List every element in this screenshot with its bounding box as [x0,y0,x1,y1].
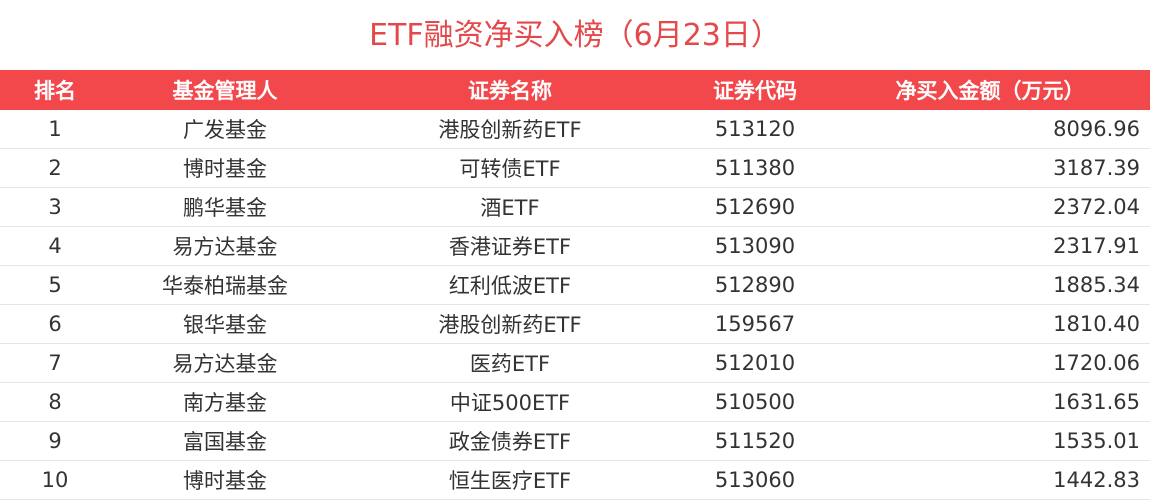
table-cell: 中证500ETF [340,382,680,422]
table-cell: 南方基金 [110,382,340,422]
table-cell: 512690 [680,187,830,227]
table-cell: 广发基金 [110,110,340,149]
table-cell: 512890 [680,265,830,305]
table-cell: 1 [0,110,110,149]
table-cell: 3187.39 [830,148,1150,188]
table-row: 2 博时基金 可转债ETF 511380 3187.39 [0,148,1150,188]
table-cell: 博时基金 [110,148,340,188]
table-cell: 红利低波ETF [340,265,680,305]
table-cell: 510500 [680,382,830,422]
table: 排名 基金管理人 证券名称 证券代码 净买入金额（万元） 1 广发基金 港股创新药ETF 51… [0,70,1150,500]
table-cell: 政金债券ETF [340,421,680,461]
table-cell: 1810.40 [830,304,1150,344]
table-row: 4 易方达基金 香港证券ETF 513090 2317.91 [0,226,1150,266]
table-cell: 华泰柏瑞基金 [110,265,340,305]
table-row: 1 广发基金 港股创新药ETF 513120 8096.96 [0,110,1150,149]
table-cell: 8096.96 [830,110,1150,149]
table-cell: 511380 [680,148,830,188]
table-body: 1 广发基金 港股创新药ETF 513120 8096.96 2 博时基金 可转债ETF 511… [0,110,1150,500]
table-cell: 港股创新药ETF [340,304,680,344]
table-cell: 医药ETF [340,343,680,383]
table-cell: 10 [0,460,110,500]
table-row: 10 博时基金 恒生医疗ETF 513060 1442.83 [0,460,1150,500]
table-cell: 银华基金 [110,304,340,344]
table-cell: 博时基金 [110,460,340,500]
table-cell: 可转债ETF [340,148,680,188]
table-cell: 2 [0,148,110,188]
table-cell: 5 [0,265,110,305]
table-cell: 恒生医疗ETF [340,460,680,500]
table-cell: 酒ETF [340,187,680,227]
table-cell: 富国基金 [110,421,340,461]
table-cell: 513120 [680,110,830,149]
column-header: 基金管理人 [110,70,340,110]
title: ETF融资净买入榜（6月23日） [369,18,781,53]
table-row: 3 鹏华基金 酒ETF 512690 2372.04 [0,187,1150,227]
column-header: 证券名称 [340,70,680,110]
table-cell: 易方达基金 [110,343,340,383]
table-cell: 8 [0,382,110,422]
table-cell: 1885.34 [830,265,1150,305]
table-cell: 1535.01 [830,421,1150,461]
table-cell: 9 [0,421,110,461]
table-row: 9 富国基金 政金债券ETF 511520 1535.01 [0,421,1150,461]
table-cell: 513090 [680,226,830,266]
table-cell: 香港证券ETF [340,226,680,266]
table-row: 8 南方基金 中证500ETF 510500 1631.65 [0,382,1150,422]
table-row: 5 华泰柏瑞基金 红利低波ETF 512890 1885.34 [0,265,1150,305]
table-cell: 159567 [680,304,830,344]
column-header: 证券代码 [680,70,830,110]
table-cell: 1631.65 [830,382,1150,422]
table-cell: 1442.83 [830,460,1150,500]
table-cell: 2317.91 [830,226,1150,266]
table-cell: 7 [0,343,110,383]
table-cell: 1720.06 [830,343,1150,383]
column-header: 排名 [0,70,110,110]
table-cell: 2372.04 [830,187,1150,227]
column-header: 净买入金额（万元） [830,70,1150,110]
table-cell: 鹏华基金 [110,187,340,227]
table-row: 7 易方达基金 医药ETF 512010 1720.06 [0,343,1150,383]
table-cell: 4 [0,226,110,266]
table-row: 6 银华基金 港股创新药ETF 159567 1810.40 [0,304,1150,344]
table-cell: 512010 [680,343,830,383]
table-cell: 511520 [680,421,830,461]
table-cell: 易方达基金 [110,226,340,266]
table-cell: 3 [0,187,110,227]
table-cell: 港股创新药ETF [340,110,680,149]
table-cell: 513060 [680,460,830,500]
header-row: 排名 基金管理人 证券名称 证券代码 净买入金额（万元） [0,70,1150,110]
table-cell: 6 [0,304,110,344]
